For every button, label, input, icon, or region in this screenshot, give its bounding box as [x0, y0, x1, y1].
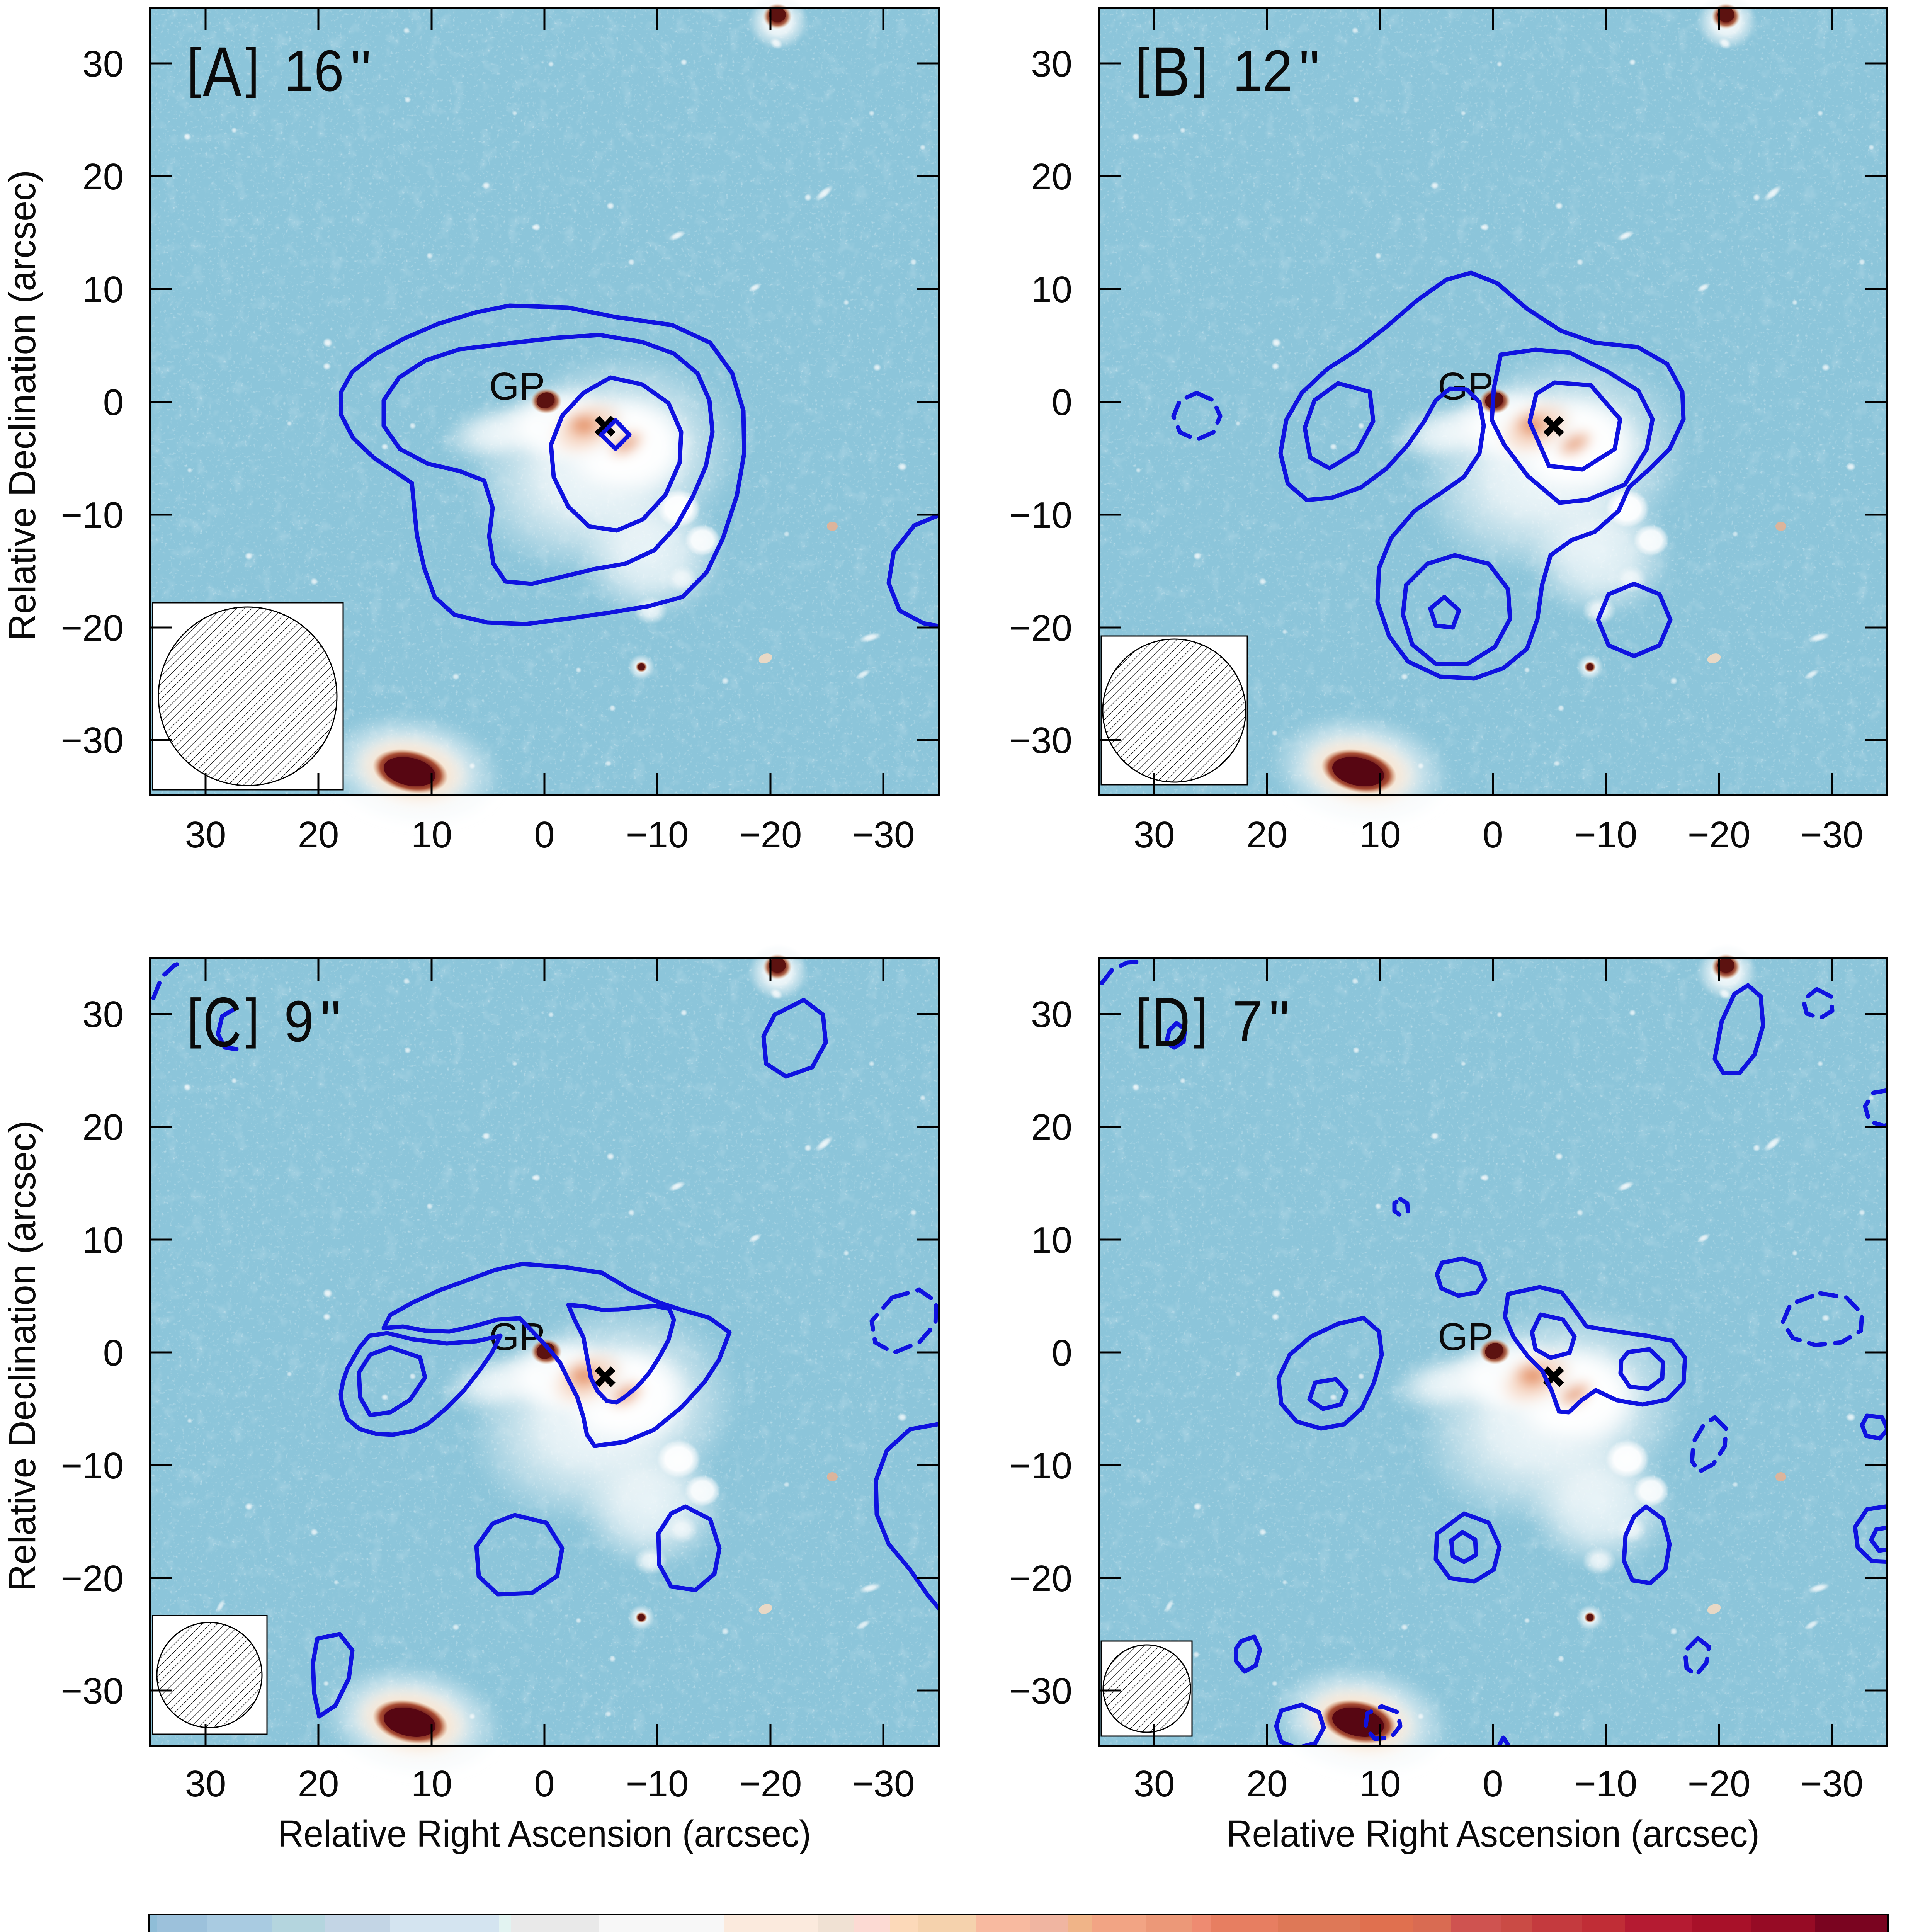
svg-text:10: 10 — [1360, 1763, 1401, 1804]
svg-text:Relative Right Ascension (arcs: Relative Right Ascension (arcsec) — [278, 1813, 811, 1855]
svg-text:C: C — [203, 983, 241, 1061]
svg-text:−20: −20 — [739, 1763, 802, 1804]
svg-text:0: 0 — [1483, 1763, 1503, 1804]
svg-text:0: 0 — [1483, 814, 1503, 855]
svg-text:0: 0 — [534, 1763, 554, 1804]
svg-text:]: ] — [245, 988, 259, 1049]
svg-text:10: 10 — [82, 1219, 124, 1261]
svg-text:−10: −10 — [1009, 1445, 1072, 1486]
svg-text:30: 30 — [185, 1763, 226, 1804]
svg-text:30: 30 — [1134, 1763, 1175, 1804]
svg-text:30: 30 — [1031, 994, 1072, 1035]
svg-text:−20: −20 — [1688, 814, 1751, 855]
svg-text:20: 20 — [1031, 1107, 1072, 1148]
svg-text:−30: −30 — [1009, 720, 1072, 761]
svg-text:−10: −10 — [61, 495, 124, 536]
svg-text:−30: −30 — [61, 1670, 124, 1712]
svg-text:−20: −20 — [1009, 1558, 1072, 1599]
svg-text:10: 10 — [1031, 1219, 1072, 1261]
svg-text:]: ] — [1194, 37, 1208, 99]
svg-text:−10: −10 — [626, 1763, 689, 1804]
svg-text:9: 9 — [284, 988, 314, 1054]
svg-text:30: 30 — [82, 994, 124, 1035]
svg-text:20: 20 — [1246, 814, 1288, 855]
svg-text:[: [ — [187, 988, 201, 1049]
svg-text:30: 30 — [82, 43, 124, 85]
svg-text:−20: −20 — [1688, 1763, 1751, 1804]
svg-text:30: 30 — [1134, 814, 1175, 855]
svg-text:−10: −10 — [626, 814, 689, 855]
svg-text:16: 16 — [284, 38, 344, 103]
svg-text:20: 20 — [82, 1107, 124, 1148]
svg-text:[: [ — [1136, 37, 1150, 99]
svg-text:−10: −10 — [1575, 814, 1638, 855]
svg-text:D: D — [1151, 983, 1190, 1061]
svg-text:−30: −30 — [1801, 1763, 1864, 1804]
svg-text:−30: −30 — [1801, 814, 1864, 855]
svg-text:Relative Right Ascension (arcs: Relative Right Ascension (arcsec) — [1226, 1813, 1760, 1855]
svg-text:]: ] — [245, 37, 259, 99]
svg-text:20: 20 — [298, 814, 339, 855]
svg-text:−10: −10 — [61, 1445, 124, 1486]
svg-text:−20: −20 — [61, 607, 124, 649]
svg-text:": " — [350, 38, 371, 103]
svg-text:−20: −20 — [1009, 607, 1072, 649]
svg-text:[: [ — [187, 37, 201, 99]
svg-text:−30: −30 — [852, 1763, 915, 1804]
svg-text:20: 20 — [1031, 156, 1072, 197]
svg-text:−10: −10 — [1009, 495, 1072, 536]
svg-text:7: 7 — [1233, 988, 1262, 1054]
svg-text:0: 0 — [103, 382, 124, 423]
svg-text:0: 0 — [103, 1332, 124, 1374]
svg-text:0: 0 — [1052, 382, 1072, 423]
svg-text:": " — [320, 988, 341, 1054]
svg-text:0: 0 — [1052, 1332, 1072, 1374]
svg-text:12: 12 — [1233, 38, 1292, 103]
svg-text:30: 30 — [1031, 43, 1072, 85]
svg-text:B: B — [1151, 32, 1190, 111]
svg-text:[: [ — [1136, 988, 1150, 1049]
svg-text:20: 20 — [82, 156, 124, 197]
svg-text:−30: −30 — [1009, 1670, 1072, 1712]
svg-text:10: 10 — [82, 269, 124, 310]
svg-text:10: 10 — [411, 1763, 452, 1804]
svg-text:30: 30 — [185, 814, 226, 855]
svg-text:": " — [1269, 988, 1290, 1054]
svg-text:Relative Declination (arcsec): Relative Declination (arcsec) — [1, 1121, 43, 1591]
svg-text:−20: −20 — [739, 814, 802, 855]
svg-text:10: 10 — [1360, 814, 1401, 855]
svg-text:10: 10 — [411, 814, 452, 855]
svg-text:−30: −30 — [852, 814, 915, 855]
svg-text:A: A — [203, 32, 241, 111]
svg-text:": " — [1299, 38, 1320, 103]
svg-text:10: 10 — [1031, 269, 1072, 310]
svg-text:]: ] — [1194, 988, 1208, 1049]
svg-text:−30: −30 — [61, 720, 124, 761]
svg-text:Relative Declination (arcsec): Relative Declination (arcsec) — [1, 170, 43, 641]
svg-text:0: 0 — [534, 814, 554, 855]
svg-text:−10: −10 — [1575, 1763, 1638, 1804]
svg-text:20: 20 — [1246, 1763, 1288, 1804]
svg-text:−20: −20 — [61, 1558, 124, 1599]
svg-text:20: 20 — [298, 1763, 339, 1804]
